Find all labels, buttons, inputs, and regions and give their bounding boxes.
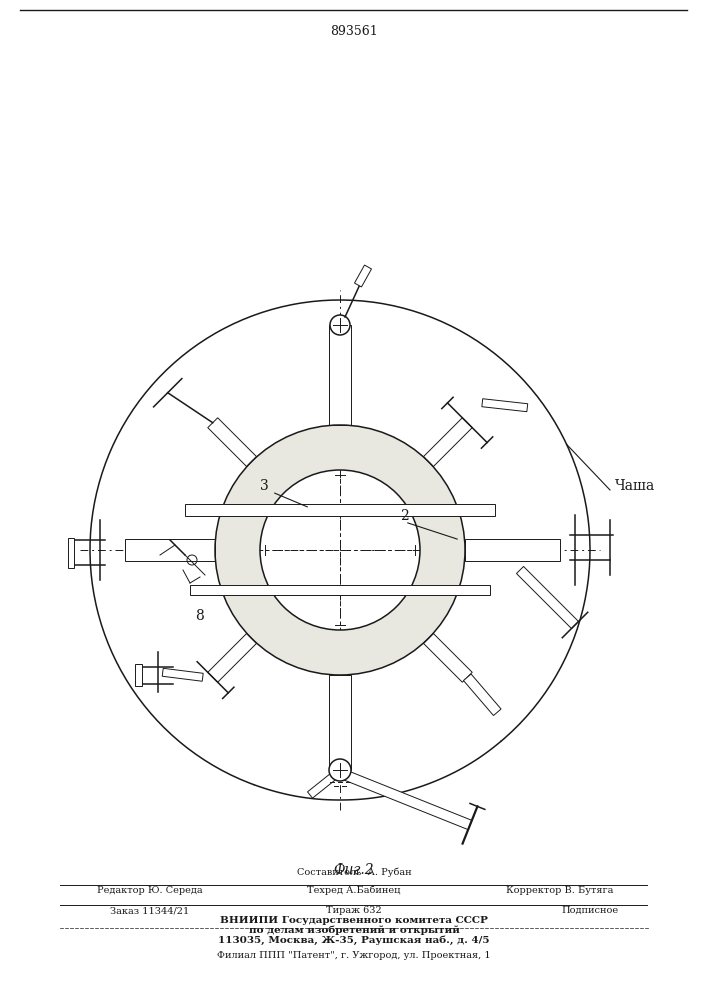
Text: Корректор В. Бутяга: Корректор В. Бутяга xyxy=(506,886,614,895)
Text: Фиг.2: Фиг.2 xyxy=(334,863,374,877)
Text: Чаша: Чаша xyxy=(615,479,655,493)
Text: по делам изобретений и открытий: по делам изобретений и открытий xyxy=(249,926,460,935)
Text: Составитель  А. Рубан: Составитель А. Рубан xyxy=(297,867,411,877)
Bar xyxy=(68,538,74,568)
Polygon shape xyxy=(343,770,472,830)
Text: ВНИИПИ Государственного комитета СССР: ВНИИПИ Государственного комитета СССР xyxy=(220,916,488,925)
Polygon shape xyxy=(208,418,257,467)
Text: Заказ 11344/21: Заказ 11344/21 xyxy=(110,906,189,915)
Text: 2: 2 xyxy=(400,509,409,523)
Text: 3: 3 xyxy=(260,479,269,493)
Polygon shape xyxy=(125,539,215,561)
Polygon shape xyxy=(423,633,472,682)
Text: 113035, Москва, Ж-35, Раушская наб., д. 4/5: 113035, Москва, Ж-35, Раушская наб., д. … xyxy=(218,935,490,945)
Polygon shape xyxy=(423,418,472,467)
Circle shape xyxy=(329,759,351,781)
Text: Подписное: Подписное xyxy=(561,906,619,915)
Text: 893561: 893561 xyxy=(330,25,378,38)
Text: Техред А.Бабинец: Техред А.Бабинец xyxy=(308,886,401,895)
Polygon shape xyxy=(185,504,495,516)
Text: Филиал ППП "Патент", г. Ужгород, ул. Проектная, 1: Филиал ППП "Патент", г. Ужгород, ул. Про… xyxy=(217,951,491,960)
Polygon shape xyxy=(465,539,560,561)
Polygon shape xyxy=(190,585,490,595)
Text: 8: 8 xyxy=(195,609,204,623)
Polygon shape xyxy=(482,399,527,412)
Polygon shape xyxy=(464,674,501,716)
Text: Тираж 632: Тираж 632 xyxy=(326,906,382,915)
Polygon shape xyxy=(308,772,337,798)
Polygon shape xyxy=(517,566,578,629)
Circle shape xyxy=(330,315,350,335)
Polygon shape xyxy=(329,675,351,770)
Polygon shape xyxy=(329,325,351,425)
Polygon shape xyxy=(162,668,203,681)
Polygon shape xyxy=(354,265,371,287)
Bar xyxy=(135,664,141,686)
Polygon shape xyxy=(208,633,257,682)
Text: Редактор Ю. Середа: Редактор Ю. Середа xyxy=(97,886,203,895)
